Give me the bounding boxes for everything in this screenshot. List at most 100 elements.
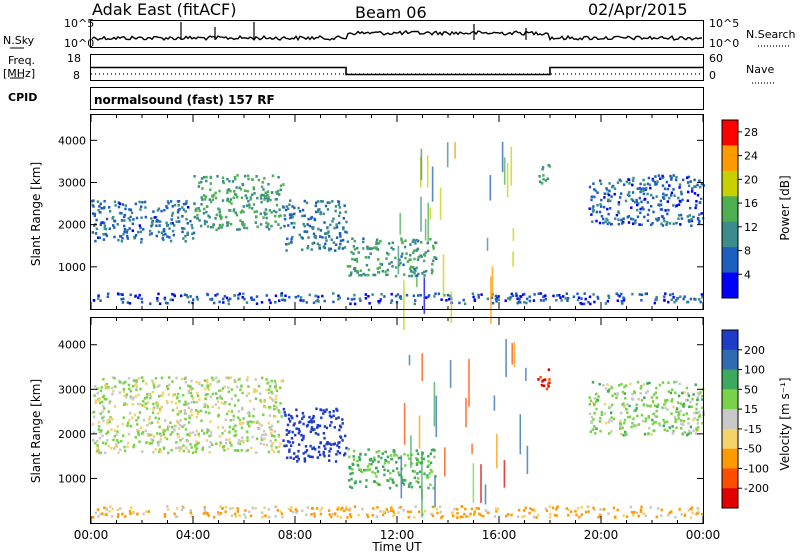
echo-cell xyxy=(637,514,640,518)
echo-cell xyxy=(663,194,666,197)
echo-cell xyxy=(316,200,320,203)
echo-streak xyxy=(426,155,429,188)
echo-cell xyxy=(593,195,596,199)
echo-cell xyxy=(217,226,221,230)
echo-cell xyxy=(155,401,158,405)
echo-cell xyxy=(275,505,278,509)
echo-cell xyxy=(239,219,242,222)
echo-cell xyxy=(261,511,264,514)
echo-cell xyxy=(696,418,699,421)
echo-cell xyxy=(97,451,100,455)
echo-cell xyxy=(429,237,432,241)
echo-cell xyxy=(590,198,593,202)
echo-cell xyxy=(593,425,596,428)
echo-cell xyxy=(255,437,259,441)
echo-cell xyxy=(493,515,497,518)
echo-streak xyxy=(512,228,515,241)
echo-cell xyxy=(683,514,687,517)
echo-cell xyxy=(693,416,696,420)
echo-cell xyxy=(119,292,123,296)
echo-cell xyxy=(175,220,178,223)
echo-cell xyxy=(126,228,129,232)
echo-cell xyxy=(226,191,229,195)
y-tick-label: 4000 xyxy=(58,134,86,147)
echo-cell xyxy=(644,419,647,423)
echo-cell xyxy=(651,422,655,426)
echo-cell xyxy=(221,432,224,435)
echo-cell xyxy=(159,450,162,453)
echo-cell xyxy=(203,405,206,409)
echo-cell xyxy=(365,485,368,488)
echo-cell xyxy=(677,401,680,404)
echo-cell xyxy=(113,376,116,380)
echo-cell xyxy=(599,416,602,420)
echo-cell xyxy=(290,506,293,509)
echo-cell xyxy=(383,462,387,465)
echo-cell xyxy=(101,512,104,515)
echo-cell xyxy=(132,443,136,447)
echo-cell xyxy=(145,396,148,399)
echo-cell xyxy=(209,441,212,444)
echo-cell xyxy=(214,403,217,406)
echo-cell xyxy=(226,188,229,192)
echo-cell xyxy=(133,413,137,417)
nave-tick-low: 0 xyxy=(709,69,716,82)
echo-cell xyxy=(595,407,598,411)
colorbar-segment xyxy=(722,221,738,248)
echo-cell xyxy=(700,182,704,186)
echo-cell xyxy=(355,260,359,263)
echo-cell xyxy=(207,514,210,517)
echo-cell xyxy=(539,376,542,379)
echo-cell xyxy=(446,293,450,297)
echo-cell xyxy=(631,398,635,401)
echo-cell xyxy=(460,505,463,508)
echo-cell xyxy=(115,444,119,448)
echo-cell xyxy=(346,516,349,519)
echo-cell xyxy=(678,199,682,203)
echo-cell xyxy=(542,178,545,181)
echo-cell xyxy=(156,299,159,303)
echo-cell xyxy=(144,402,147,405)
echo-cell xyxy=(102,233,105,236)
echo-cell xyxy=(250,298,253,301)
echo-cell xyxy=(650,223,653,227)
echo-cell xyxy=(146,393,149,396)
echo-cell xyxy=(617,218,620,221)
echo-cell xyxy=(91,203,94,207)
echo-cell xyxy=(162,238,165,242)
echo-cell xyxy=(257,178,261,182)
echo-cell xyxy=(322,409,325,412)
echo-cell xyxy=(159,406,162,409)
echo-cell xyxy=(590,213,593,216)
echo-cell xyxy=(317,208,320,212)
echo-cell xyxy=(389,509,393,512)
echo-cell xyxy=(364,293,367,296)
echo-cell xyxy=(322,432,326,435)
echo-cell xyxy=(311,506,314,510)
echo-cell xyxy=(227,299,230,302)
echo-cell xyxy=(642,512,645,515)
echo-cell xyxy=(242,421,245,425)
echo-cell xyxy=(352,449,356,453)
echo-cell xyxy=(696,193,700,197)
echo-cell xyxy=(142,418,146,422)
echo-cell xyxy=(288,203,291,206)
echo-cell xyxy=(692,429,695,432)
echo-cell xyxy=(639,508,643,511)
echo-cell xyxy=(237,297,240,300)
echo-cell xyxy=(659,177,662,180)
echo-cell xyxy=(182,237,185,240)
echo-cell xyxy=(301,417,304,420)
echo-cell xyxy=(634,219,637,222)
echo-cell xyxy=(208,384,211,387)
echo-cell xyxy=(413,271,416,275)
echo-cell xyxy=(196,298,199,301)
echo-cell xyxy=(504,299,507,302)
echo-cell xyxy=(301,248,304,252)
echo-cell xyxy=(139,230,142,234)
echo-cell xyxy=(690,224,693,228)
echo-cell xyxy=(152,451,155,454)
echo-cell xyxy=(92,299,96,302)
echo-cell xyxy=(666,212,669,216)
echo-cell xyxy=(386,455,390,459)
